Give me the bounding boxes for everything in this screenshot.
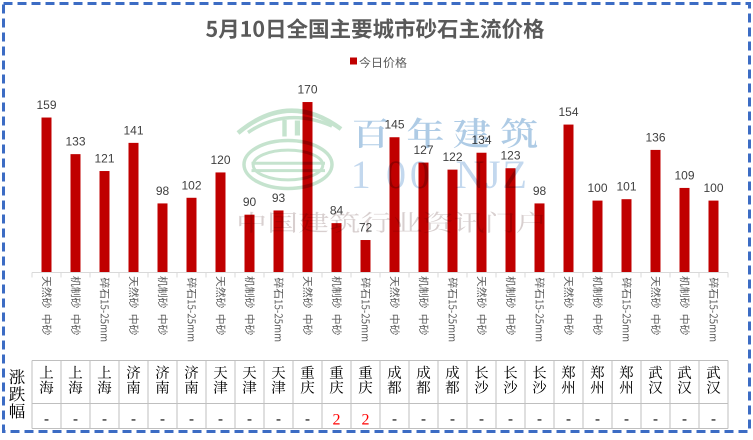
svg-text:J: J bbox=[485, 152, 501, 197]
svg-text:-: - bbox=[421, 412, 426, 428]
svg-text:-: - bbox=[653, 412, 658, 428]
svg-text:154: 154 bbox=[558, 105, 578, 119]
svg-text:102: 102 bbox=[181, 178, 201, 192]
svg-text:2: 2 bbox=[333, 411, 341, 428]
svg-text:98: 98 bbox=[533, 184, 547, 198]
svg-text:98: 98 bbox=[156, 184, 170, 198]
svg-text:72: 72 bbox=[359, 221, 373, 235]
svg-text:-: - bbox=[450, 412, 455, 428]
svg-text:Z: Z bbox=[503, 152, 527, 197]
svg-text:-: - bbox=[392, 412, 397, 428]
svg-text:136: 136 bbox=[645, 130, 665, 144]
svg-text:90: 90 bbox=[243, 195, 257, 209]
svg-text:100: 100 bbox=[587, 181, 607, 195]
svg-text:-: - bbox=[682, 412, 687, 428]
svg-text:1: 1 bbox=[351, 152, 371, 197]
svg-text:141: 141 bbox=[123, 123, 143, 137]
svg-text:-: - bbox=[131, 412, 136, 428]
svg-text:122: 122 bbox=[442, 150, 462, 164]
svg-text:-: - bbox=[189, 412, 194, 428]
svg-text:-: - bbox=[624, 412, 629, 428]
svg-text:120: 120 bbox=[210, 153, 230, 167]
svg-text:-: - bbox=[508, 412, 513, 428]
svg-text:-: - bbox=[218, 412, 223, 428]
svg-text:-: - bbox=[479, 412, 484, 428]
svg-text:101: 101 bbox=[616, 180, 636, 194]
svg-text:-: - bbox=[247, 412, 252, 428]
svg-text:159: 159 bbox=[36, 98, 56, 112]
svg-text:-: - bbox=[711, 412, 716, 428]
svg-text:100: 100 bbox=[703, 181, 723, 195]
svg-text:N: N bbox=[456, 152, 485, 197]
svg-text:2: 2 bbox=[362, 411, 370, 428]
svg-text:-: - bbox=[305, 412, 310, 428]
svg-text:93: 93 bbox=[272, 191, 286, 205]
svg-text:-: - bbox=[537, 412, 542, 428]
svg-text:-: - bbox=[73, 412, 78, 428]
svg-text:0: 0 bbox=[386, 152, 406, 197]
svg-text:133: 133 bbox=[65, 135, 85, 149]
svg-text:123: 123 bbox=[500, 149, 520, 163]
svg-text:-: - bbox=[595, 412, 600, 428]
svg-text:-: - bbox=[276, 412, 281, 428]
svg-text:-: - bbox=[102, 412, 107, 428]
svg-text:145: 145 bbox=[384, 118, 404, 132]
svg-text:-: - bbox=[160, 412, 165, 428]
svg-text:-: - bbox=[566, 412, 571, 428]
svg-text:109: 109 bbox=[674, 168, 694, 182]
svg-text:121: 121 bbox=[94, 152, 114, 166]
svg-text:0: 0 bbox=[410, 152, 430, 197]
svg-text:-: - bbox=[44, 412, 49, 428]
svg-text:84: 84 bbox=[330, 204, 344, 218]
svg-text:170: 170 bbox=[297, 83, 317, 97]
